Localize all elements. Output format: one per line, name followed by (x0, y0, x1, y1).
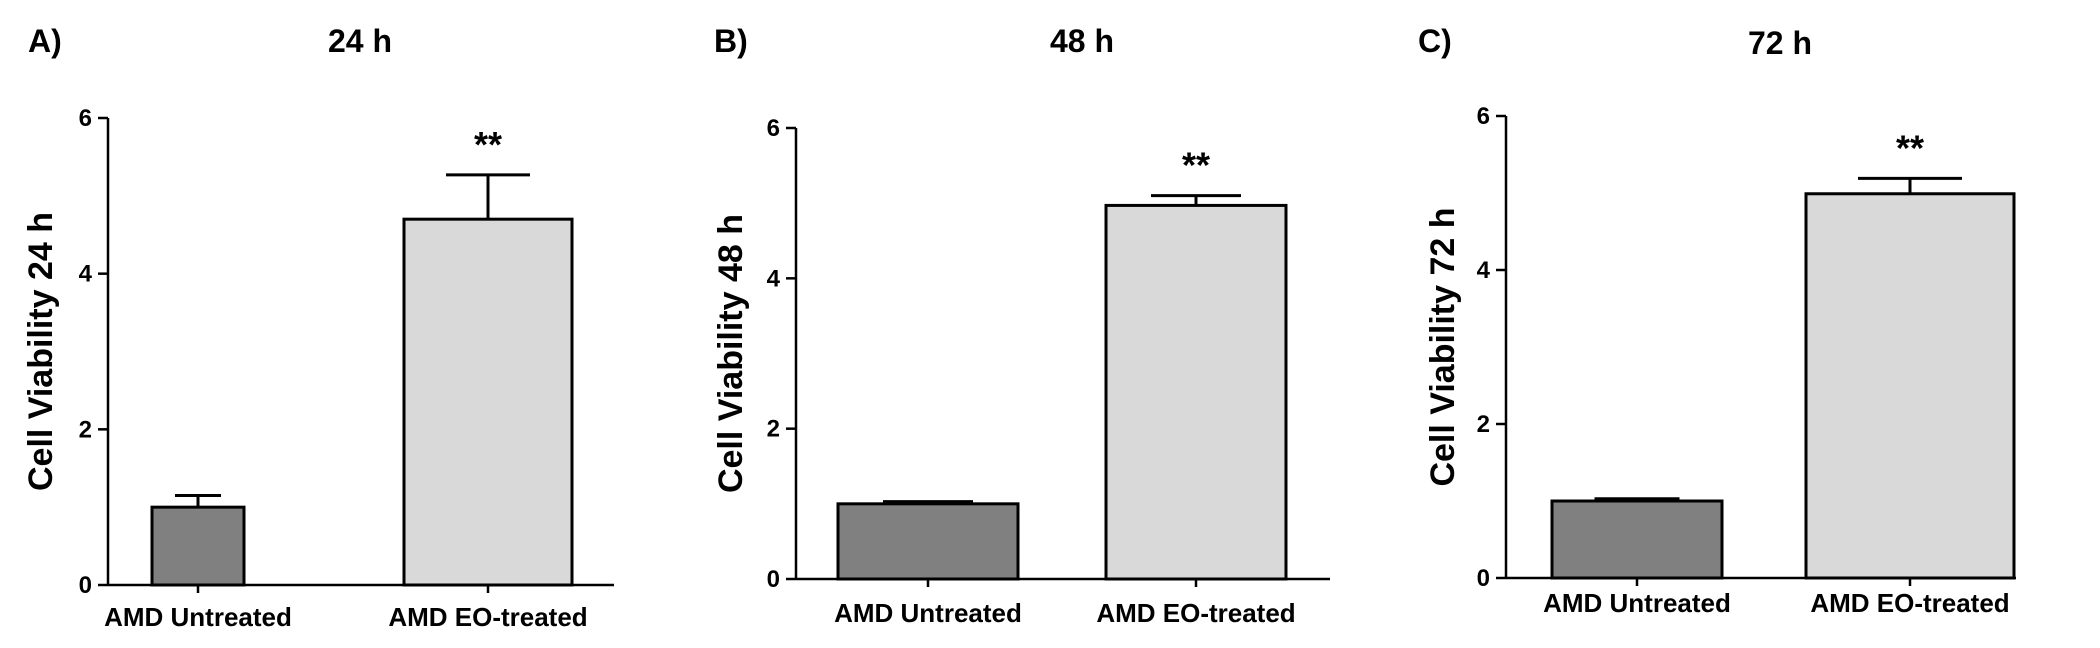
panel-1-y-tick-label: 6 (79, 105, 92, 132)
panel-3-y-tick-label: 0 (1477, 565, 1490, 592)
panel-3-bar-1 (1550, 499, 1724, 580)
panel-3-bar-2 (1804, 192, 2016, 580)
panel-2-y-tick-label: 0 (767, 566, 780, 593)
panel-2-bar-1 (836, 502, 1020, 581)
panel-3-y-axis-title: Cell Viability 72 h (1424, 207, 1462, 486)
panel-2-y-tick-label: 6 (767, 115, 780, 142)
panel-1-y-tick-label: 4 (79, 261, 93, 288)
panel-3-title: 72 h (1748, 25, 1812, 61)
panel-1-significance-marker: ** (474, 124, 502, 165)
panel-2-category-label: AMD Untreated (834, 598, 1022, 628)
panel-2-significance-marker: ** (1182, 145, 1210, 186)
panel-1-y-tick-label: 2 (79, 416, 92, 443)
panel-2-y-tick-label: 2 (767, 416, 780, 443)
panel-1-category-label: AMD EO-treated (388, 602, 587, 632)
panel-1-bar-1 (150, 505, 246, 587)
panel-3-y-tick-label: 6 (1477, 103, 1490, 130)
panel-1-title: 24 h (328, 23, 392, 59)
panel-2-y-axis-title: Cell Viability 48 h (712, 214, 750, 493)
panel-2-bar-2 (1104, 203, 1288, 581)
panel-3-category-label: AMD Untreated (1543, 588, 1731, 618)
panel-1-bar-2 (402, 217, 574, 587)
panel-1-y-tick-label: 0 (79, 572, 92, 599)
panel-1-y-axis-title: Cell Viability 24 h (22, 212, 60, 491)
panel-2-y-tick-label: 4 (767, 265, 781, 292)
panel-1-panel-label: A) (28, 23, 62, 59)
panel-2-title: 48 h (1050, 23, 1114, 59)
panel-3-y-tick-label: 4 (1477, 257, 1491, 284)
panel-3-category-label: AMD EO-treated (1810, 588, 2009, 618)
panel-3-y-tick-label: 2 (1477, 411, 1490, 438)
panel-2-panel-label: B) (714, 23, 748, 59)
panel-2-category-label: AMD EO-treated (1096, 598, 1295, 628)
panel-3-significance-marker: ** (1896, 127, 1924, 168)
panel-3-panel-label: C) (1418, 23, 1452, 59)
panel-1-category-label: AMD Untreated (104, 602, 292, 632)
